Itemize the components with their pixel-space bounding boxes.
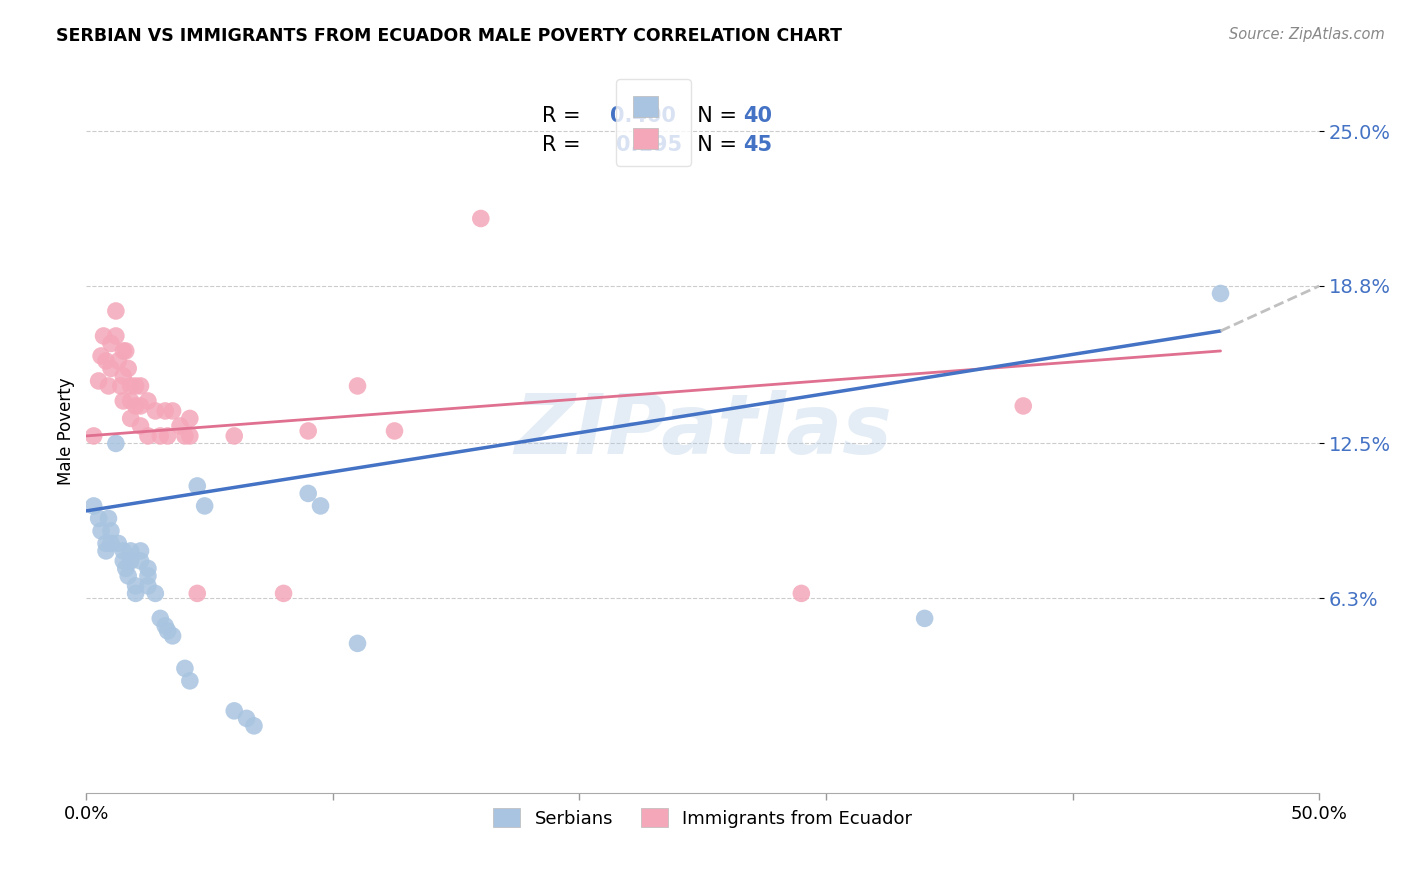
Point — [110, 379, 132, 393]
Point — [136, 561, 159, 575]
Text: SERBIAN VS IMMIGRANTS FROM ECUADOR MALE POVERTY CORRELATION CHART: SERBIAN VS IMMIGRANTS FROM ECUADOR MALE … — [56, 27, 842, 45]
Point — [136, 579, 159, 593]
Point — [114, 561, 136, 575]
Point — [100, 536, 122, 550]
Point — [120, 411, 142, 425]
Point — [149, 429, 172, 443]
Point — [94, 544, 117, 558]
Point — [136, 393, 159, 408]
Legend: Serbians, Immigrants from Ecuador: Serbians, Immigrants from Ecuador — [486, 801, 920, 835]
Point — [224, 429, 246, 443]
Point — [129, 554, 152, 568]
Text: 45: 45 — [744, 135, 772, 154]
Point — [1209, 286, 1232, 301]
Point — [124, 379, 146, 393]
Point — [97, 379, 120, 393]
Point — [156, 429, 179, 443]
Point — [156, 624, 179, 638]
Text: 0.400: 0.400 — [610, 105, 676, 126]
Point — [297, 486, 319, 500]
Point — [120, 393, 142, 408]
Point — [120, 544, 142, 558]
Point — [104, 436, 127, 450]
Point — [124, 586, 146, 600]
Point — [186, 586, 208, 600]
Point — [83, 429, 105, 443]
Point — [120, 379, 142, 393]
Point — [136, 429, 159, 443]
Point — [124, 399, 146, 413]
Point — [162, 404, 184, 418]
Point — [114, 343, 136, 358]
Point — [120, 554, 142, 568]
Point — [1012, 399, 1035, 413]
Point — [309, 499, 332, 513]
Text: 40: 40 — [744, 105, 772, 126]
Point — [112, 368, 135, 383]
Point — [100, 524, 122, 538]
Point — [470, 211, 492, 226]
Point — [112, 544, 135, 558]
Point — [174, 429, 197, 443]
Point — [235, 711, 257, 725]
Y-axis label: Male Poverty: Male Poverty — [58, 377, 75, 484]
Point — [94, 536, 117, 550]
Point — [107, 536, 129, 550]
Text: R =: R = — [543, 135, 595, 154]
Text: N =: N = — [685, 105, 744, 126]
Point — [194, 499, 217, 513]
Text: R =: R = — [543, 105, 588, 126]
Point — [112, 343, 135, 358]
Point — [129, 379, 152, 393]
Point — [143, 586, 166, 600]
Point — [153, 619, 176, 633]
Point — [790, 586, 813, 600]
Point — [129, 419, 152, 434]
Point — [94, 354, 117, 368]
Point — [107, 354, 129, 368]
Text: N =: N = — [685, 135, 744, 154]
Point — [136, 569, 159, 583]
Point — [100, 336, 122, 351]
Point — [162, 629, 184, 643]
Point — [93, 329, 115, 343]
Point — [346, 636, 368, 650]
Point — [129, 399, 152, 413]
Point — [100, 361, 122, 376]
Point — [129, 544, 152, 558]
Point — [83, 499, 105, 513]
Point — [384, 424, 406, 438]
Point — [97, 511, 120, 525]
Point — [179, 411, 201, 425]
Text: 0.195: 0.195 — [616, 135, 682, 154]
Point — [153, 404, 176, 418]
Point — [104, 329, 127, 343]
Point — [117, 569, 139, 583]
Point — [112, 393, 135, 408]
Point — [149, 611, 172, 625]
Point — [179, 429, 201, 443]
Text: ZIPatlas: ZIPatlas — [513, 391, 891, 472]
Point — [179, 673, 201, 688]
Point — [914, 611, 936, 625]
Point — [186, 479, 208, 493]
Point — [87, 374, 110, 388]
Point — [90, 524, 112, 538]
Point — [112, 554, 135, 568]
Point — [117, 361, 139, 376]
Point — [174, 661, 197, 675]
Point — [143, 404, 166, 418]
Point — [90, 349, 112, 363]
Point — [169, 419, 191, 434]
Point — [224, 704, 246, 718]
Point — [104, 304, 127, 318]
Point — [243, 719, 266, 733]
Point — [87, 511, 110, 525]
Text: Source: ZipAtlas.com: Source: ZipAtlas.com — [1229, 27, 1385, 42]
Point — [346, 379, 368, 393]
Point — [273, 586, 295, 600]
Point — [124, 579, 146, 593]
Point — [297, 424, 319, 438]
